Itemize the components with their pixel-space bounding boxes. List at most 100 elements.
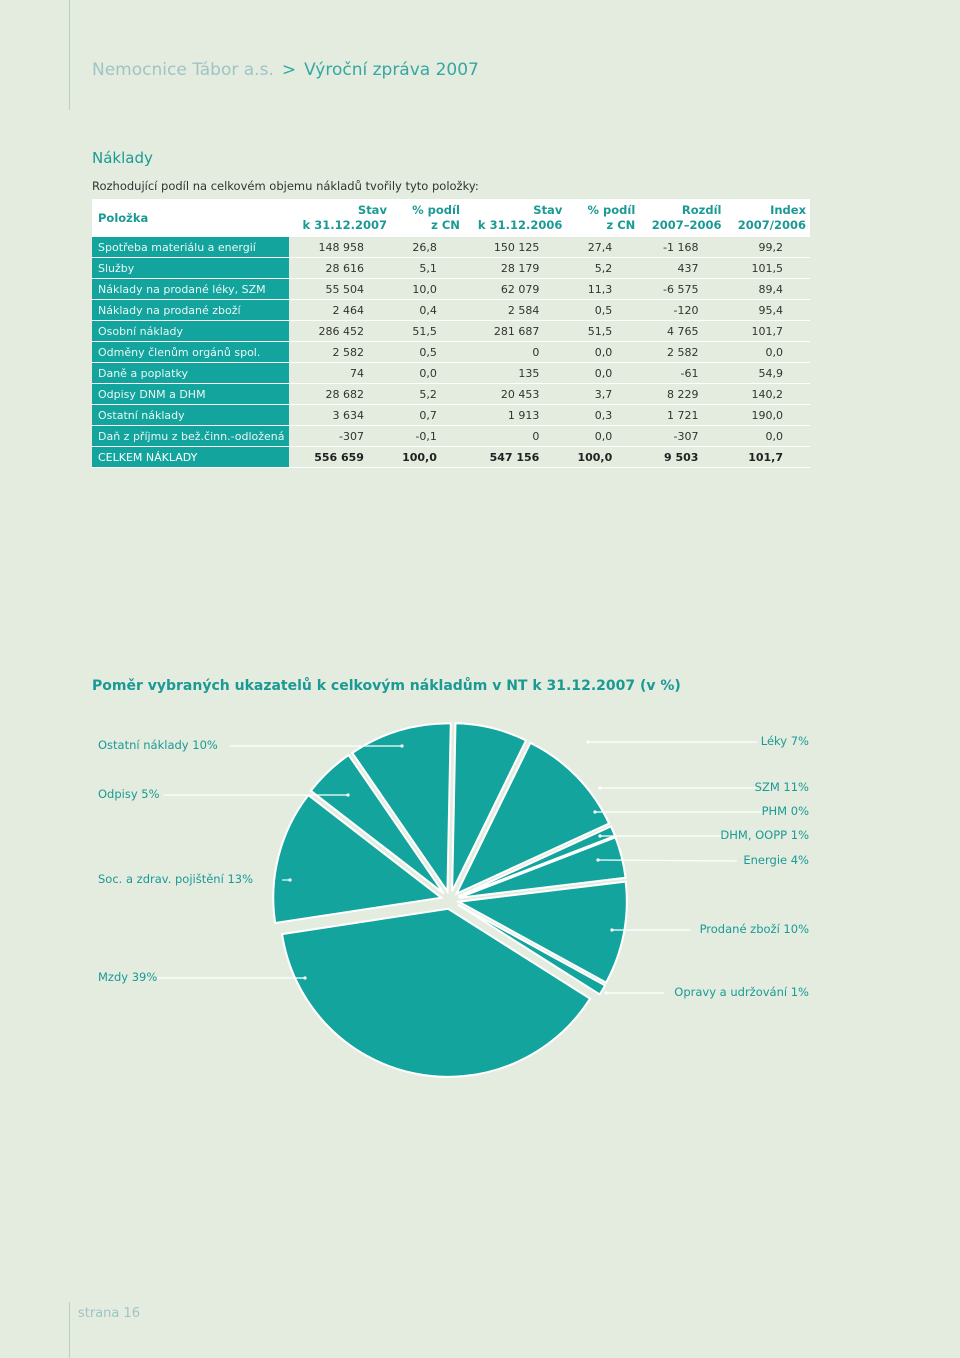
table-cell: 54,9 [725, 362, 810, 384]
table-cell: 2 582 [639, 341, 726, 363]
table-row: Náklady na prodané zboží 2 464 0,4 2 584 0,5… [92, 299, 810, 321]
col-header-state-2006: Stav k 31.12.2006 [463, 199, 567, 237]
table-row: Služby 28 616 5,1 28 179 5,2 437 101,5 [92, 257, 810, 279]
table-cell: -307 [639, 425, 726, 447]
pie-leader-dot [303, 976, 307, 980]
table-cell: 0,3 [566, 404, 640, 426]
pie-leader-dot [598, 834, 602, 838]
breadcrumb: Nemocnice Tábor a.s. > Výroční zpráva 2007 [92, 60, 479, 80]
table-cell: 135 [463, 362, 567, 384]
table-cell: 55 504 [288, 278, 391, 300]
table-cell: 0,0 [725, 341, 810, 363]
table-cell: 3,7 [566, 383, 640, 405]
table-cell: 20 453 [463, 383, 567, 405]
table-cell: 11,3 [566, 278, 640, 300]
pie-slice [350, 722, 452, 895]
table-cell: 1 913 [463, 404, 567, 426]
table-cell: 28 616 [288, 257, 391, 279]
pie-slice [457, 903, 607, 996]
table-row: Odpisy DNM a DHM 28 682 5,2 20 453 3,7 8 229 1… [92, 383, 810, 405]
table-cell: 190,0 [725, 404, 810, 426]
table-cell: 0,4 [390, 299, 464, 321]
table-total-row: CELKEM NÁKLADY 556 659 100,0 547 156 100,0 9 … [92, 446, 810, 468]
section-title: Náklady [92, 149, 153, 167]
table-cell: 89,4 [725, 278, 810, 300]
row-label: Náklady na prodané léky, SZM [92, 278, 289, 300]
table-cell: 2 584 [463, 299, 567, 321]
table-cell: 1 721 [639, 404, 726, 426]
row-label: Spotřeba materiálu a energií [92, 236, 289, 258]
table-cell: 95,4 [725, 299, 810, 321]
pie-label: Ostatní náklady 10% [98, 738, 218, 752]
table-cell: -61 [639, 362, 726, 384]
col-header-state-2007: Stav k 31.12.2007 [288, 199, 391, 237]
pie-slice [309, 753, 445, 895]
row-label: Náklady na prodané zboží [92, 299, 289, 321]
table-cell: 74 [288, 362, 391, 384]
row-label: Služby [92, 257, 289, 279]
col-header-share-2007: % podíl z CN [390, 199, 464, 237]
table-cell: 101,7 [725, 446, 810, 468]
breadcrumb-separator: > [281, 60, 297, 80]
pie-leader-dot [598, 786, 602, 790]
breadcrumb-report: Výroční zpráva 2007 [304, 60, 479, 80]
col-header-index: Index 2007/2006 [725, 199, 810, 237]
row-label: Odměny členům orgánů spol. [92, 341, 289, 363]
table-cell: 0 [463, 341, 567, 363]
table-cell: 51,5 [566, 320, 640, 342]
col-header-difference: Rozdíl 2007–2006 [639, 199, 726, 237]
table-cell: 8 229 [639, 383, 726, 405]
table-cell: 0,0 [566, 425, 640, 447]
table-cell: 2 582 [288, 341, 391, 363]
table-cell: 26,8 [390, 236, 464, 258]
table-cell: 0,0 [725, 425, 810, 447]
table-cell: 99,2 [725, 236, 810, 258]
table-cell: 0,7 [390, 404, 464, 426]
table-cell: 556 659 [288, 446, 391, 468]
pie-leader-dot [593, 810, 597, 814]
breadcrumb-org: Nemocnice Tábor a.s. [92, 60, 274, 80]
margin-line-top [69, 0, 70, 110]
table-row: Daně a poplatky 74 0,0 135 0,0 -61 54,9 [92, 362, 810, 384]
pie-slice [451, 722, 528, 892]
pie-label: Soc. a zdrav. pojištění 13% [98, 872, 254, 886]
pie-label: Opravy a udržování 1% [674, 985, 809, 999]
pie-label: Mzdy 39% [98, 970, 158, 984]
pie-leader-dot [586, 740, 590, 744]
table-row: Spotřeba materiálu a energií 148 958 26,8 1… [92, 236, 810, 258]
table-cell: 101,5 [725, 257, 810, 279]
row-label: Daně a poplatky [92, 362, 289, 384]
page-number: strana 16 [78, 1306, 141, 1321]
pie-label: PHM 0% [761, 804, 809, 818]
pie-label: DHM, OOPP 1% [720, 828, 809, 842]
table-cell: 62 079 [463, 278, 567, 300]
table-cell: 0,0 [566, 362, 640, 384]
table-cell: 140,2 [725, 383, 810, 405]
table-cell: 547 156 [463, 446, 567, 468]
table-cell: 0,0 [566, 341, 640, 363]
table-cell: 2 464 [288, 299, 391, 321]
table-row: Náklady na prodané léky, SZM 55 504 10,0 62… [92, 278, 810, 300]
pie-label: Léky 7% [760, 734, 809, 748]
table-cell: 101,7 [725, 320, 810, 342]
pie-label: Odpisy 5% [98, 787, 160, 801]
table-cell: 148 958 [288, 236, 391, 258]
pie-leader-dot [610, 928, 614, 932]
row-label: Osobní náklady [92, 320, 289, 342]
col-header-share-2006: % podíl z CN [566, 199, 640, 237]
pie-slice [454, 741, 611, 896]
table-row: Odměny členům orgánů spol. 2 582 0,5 0 0,0 2 … [92, 341, 810, 363]
costs-table: Položka Stav k 31.12.2007 % podíl z CN Sta… [92, 199, 810, 468]
table-cell: 10,0 [390, 278, 464, 300]
table-cell: 0 [463, 425, 567, 447]
row-label: Ostatní náklady [92, 404, 289, 426]
pie-slice [280, 907, 592, 1078]
pie-leader-dot [346, 793, 350, 797]
table-cell: -307 [288, 425, 391, 447]
chart-title: Poměr vybraných ukazatelů k celkovým nák… [92, 678, 681, 694]
table-cell: 437 [639, 257, 726, 279]
table-cell: -0,1 [390, 425, 464, 447]
table-row: Osobní náklady 286 452 51,5 281 687 51,5 4 76… [92, 320, 810, 342]
table-cell: 3 634 [288, 404, 391, 426]
